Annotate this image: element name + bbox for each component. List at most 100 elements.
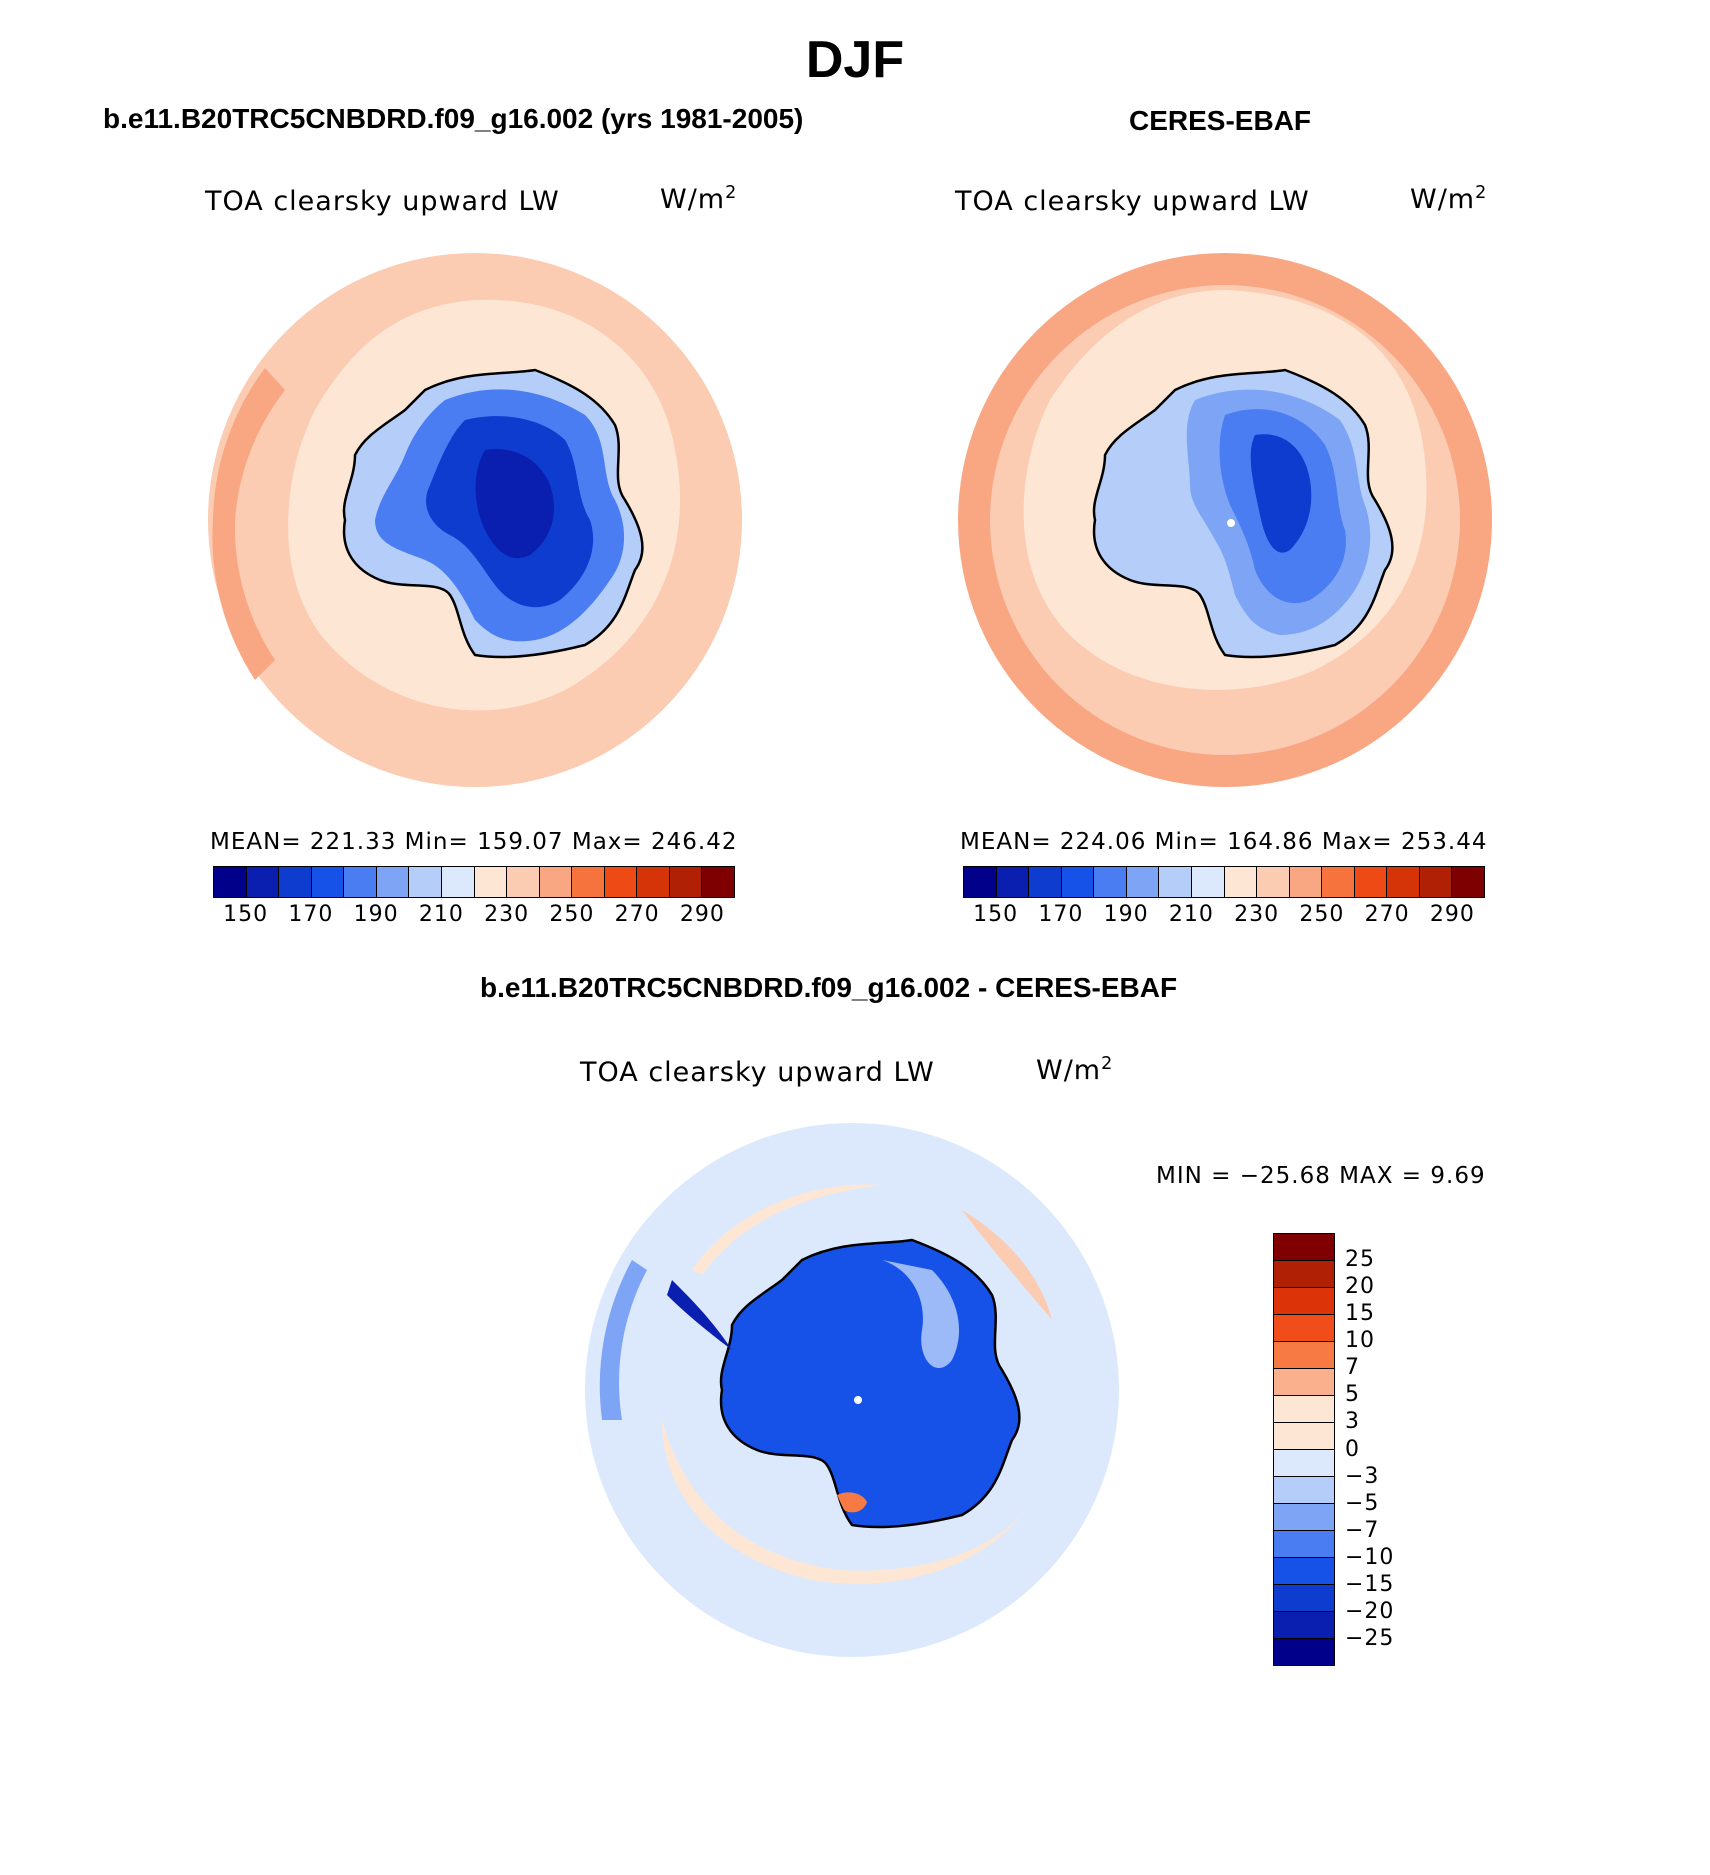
colorbar-tick-label: 270 [1364, 902, 1410, 927]
colorbar-box [441, 867, 475, 897]
diff-colorbar-ticks: 25 20 15 10 7 5 3 0 −3 −5 −7 −10 −15 −20 −25 [1345, 1233, 1465, 1666]
right-colorbar [963, 866, 1485, 898]
colorbar-tick-label: 190 [353, 902, 399, 927]
colorbar-box [669, 867, 703, 897]
right-variable-label: TOA clearsky upward LW [955, 186, 1310, 217]
diff-polar-map [585, 1123, 1119, 1657]
colorbar-box [1452, 867, 1484, 897]
diff-colorbar [1273, 1233, 1335, 1666]
right-pole-marker [1227, 519, 1235, 527]
diff-light-streak [882, 1260, 960, 1369]
colorbar-tick-label: 190 [1103, 902, 1149, 927]
diff-colorbar-tick-label: −3 [1345, 1463, 1380, 1489]
diff-colorbar-tick-label: 7 [1345, 1355, 1360, 1381]
diff-colorbar-tick-label: 20 [1345, 1274, 1375, 1300]
diff-colorbar-tick-label: −20 [1345, 1598, 1395, 1624]
diff-colorbar-box [1274, 1342, 1334, 1369]
diff-colorbar-box [1274, 1612, 1334, 1639]
colorbar-box [1387, 867, 1420, 897]
right-case-title: CERES-EBAF [1129, 105, 1312, 136]
diff-units-label: W/m2 [1036, 1054, 1114, 1086]
left-plateau-core [475, 449, 554, 559]
colorbar-box [507, 867, 540, 897]
colorbar-tick-label: 150 [973, 902, 1019, 927]
colorbar-box [1322, 867, 1355, 897]
diff-colorbar-box [1274, 1531, 1334, 1558]
right-colorbar-ticks: 150 170 190 210 230 250 270 290 [0, 902, 1710, 932]
diff-ross-warm-spot [837, 1492, 867, 1513]
colorbar-box [474, 867, 508, 897]
left-variable-label: TOA clearsky upward LW [205, 186, 560, 217]
diff-stats: MIN = −25.68 MAX = 9.69 [1156, 1163, 1486, 1189]
colorbar-box [702, 867, 734, 897]
left-warm-edge [212, 368, 285, 680]
figure-title: DJF [805, 31, 905, 89]
diff-colorbar-box [1274, 1234, 1334, 1261]
diff-warm-patch-ne [962, 1210, 1052, 1320]
diff-colorbar-box [1274, 1477, 1334, 1504]
left-case-title: b.e11.B20TRC5CNBDRD.f09_g16.002 (yrs 198… [103, 103, 804, 134]
colorbar-box [1289, 867, 1323, 897]
colorbar-box [637, 867, 670, 897]
right-units-label: W/m2 [1410, 183, 1488, 215]
colorbar-tick-label: 210 [1168, 902, 1214, 927]
colorbar-box [246, 867, 280, 897]
left-colorbar-ticks: 150 170 190 210 230 250 270 290 [0, 902, 1710, 932]
diff-colorbar-box [1274, 1504, 1334, 1531]
right-stats: MEAN= 224.06 Min= 164.86 Max= 253.44 [960, 829, 1488, 855]
colorbar-tick-label: 290 [1429, 902, 1475, 927]
colorbar-box [964, 867, 997, 897]
right-plateau-core [1250, 434, 1312, 553]
colorbar-box [1224, 867, 1258, 897]
colorbar-box [409, 867, 442, 897]
colorbar-tick-label: 170 [1038, 902, 1084, 927]
colorbar-box [604, 867, 638, 897]
diff-colorbar-tick-label: −15 [1345, 1571, 1395, 1597]
diff-colorbar-box [1274, 1639, 1334, 1665]
colorbar-tick-label: 230 [484, 902, 530, 927]
diff-colorbar-box [1274, 1558, 1334, 1585]
diff-cool-edge [599, 1260, 647, 1420]
colorbar-box [1191, 867, 1225, 897]
colorbar-tick-label: 150 [223, 902, 269, 927]
diff-colorbar-tick-label: 25 [1345, 1247, 1375, 1273]
colorbar-box [1419, 867, 1453, 897]
diff-variable-label: TOA clearsky upward LW [580, 1057, 935, 1088]
colorbar-box [311, 867, 345, 897]
colorbar-box [376, 867, 410, 897]
diff-colorbar-tick-label: −25 [1345, 1625, 1395, 1651]
colorbar-box [539, 867, 573, 897]
colorbar-tick-label: 290 [679, 902, 725, 927]
diff-warm-arc-north [692, 1184, 882, 1275]
diff-colorbar-box [1274, 1423, 1334, 1450]
colorbar-box [1061, 867, 1095, 897]
right-polar-map [958, 253, 1492, 787]
diff-colorbar-tick-label: 3 [1345, 1409, 1360, 1435]
colorbar-box [572, 867, 605, 897]
colorbar-tick-label: 270 [614, 902, 660, 927]
diff-colorbar-tick-label: 5 [1345, 1382, 1360, 1408]
diff-pole-marker [854, 1396, 862, 1404]
left-polar-map [208, 253, 742, 787]
colorbar-tick-label: 210 [418, 902, 464, 927]
diff-colorbar-tick-label: −5 [1345, 1490, 1380, 1516]
diff-colorbar-box [1274, 1315, 1334, 1342]
diff-colorbar-box [1274, 1450, 1334, 1477]
diff-colorbar-box [1274, 1396, 1334, 1423]
colorbar-box [214, 867, 247, 897]
colorbar-tick-label: 250 [549, 902, 595, 927]
colorbar-tick-label: 170 [288, 902, 334, 927]
diff-colorbar-box [1274, 1288, 1334, 1315]
colorbar-box [344, 867, 377, 897]
diff-colorbar-box [1274, 1585, 1334, 1612]
colorbar-box [1257, 867, 1290, 897]
colorbar-tick-label: 250 [1299, 902, 1345, 927]
left-units-label: W/m2 [660, 183, 738, 215]
diff-colorbar-tick-label: 10 [1345, 1328, 1375, 1354]
left-stats: MEAN= 221.33 Min= 159.07 Max= 246.42 [210, 829, 738, 855]
left-colorbar [213, 866, 735, 898]
colorbar-box [996, 867, 1030, 897]
diff-colorbar-box [1274, 1261, 1334, 1288]
colorbar-box [1354, 867, 1388, 897]
diff-case-title: b.e11.B20TRC5CNBDRD.f09_g16.002 - CERES-… [480, 972, 1178, 1003]
